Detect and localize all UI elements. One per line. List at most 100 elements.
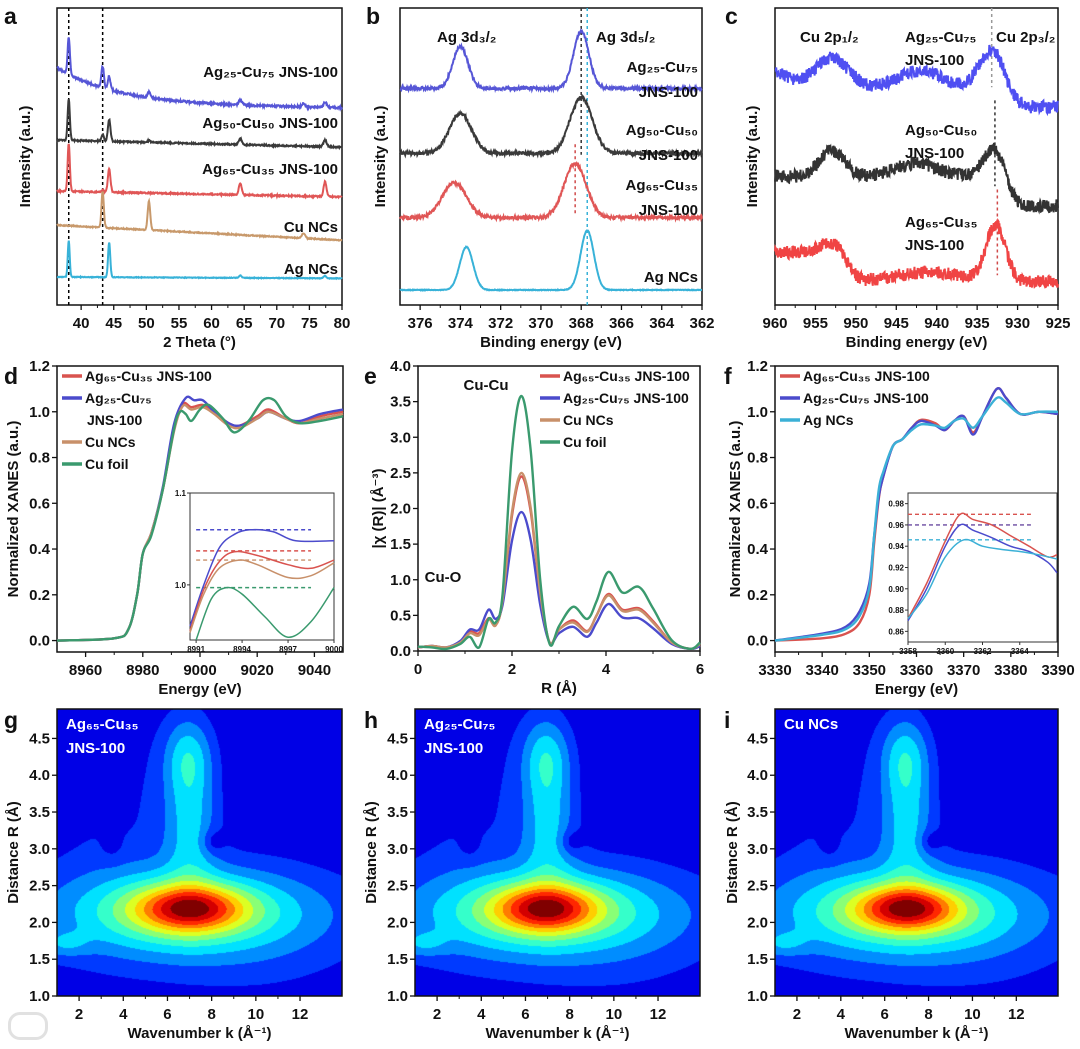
y-tick-label: 4.0 [390,358,411,375]
inset-series-line [189,559,335,633]
sample-label: Ag₆₅-Cu₃₅ [626,177,699,194]
legend-label: Ag₂₅-Cu₇₅ [85,390,152,406]
x-tick-label: 3340 [805,662,838,679]
y-tick-label: 1.5 [29,951,50,968]
inset-x-tick-label: 3360 [936,647,954,656]
x-axis-label: Binding energy (eV) [846,334,988,351]
peak-annotation: Ag 3d₃/₂ [437,29,496,46]
sample-label: Cu NCs [784,716,838,733]
series-line [56,143,343,200]
x-tick-label: 368 [569,315,594,332]
x-tick-label: 2 [508,661,516,678]
wavelet-heatmap-g [57,709,342,996]
x-tick-label: 75 [301,315,318,332]
sample-label: JNS-100 [905,237,964,254]
x-axis-label: Wavenumber k (Å⁻¹) [127,1025,271,1042]
y-tick-label: 3.0 [747,841,768,858]
x-tick-label: 8 [207,1006,215,1023]
peak-annotation: Cu-O [425,569,462,586]
inset-chart: 8991 8994 8997 9000 1.0 1.1 [175,489,344,654]
x-tick-label: 925 [1045,315,1070,332]
legend-label: Cu foil [85,456,129,472]
x-tick-label: 366 [609,315,634,332]
y-axis-label: Intensity (a.u.) [372,106,389,208]
x-axis-label: Energy (eV) [875,681,958,698]
sample-label: JNS-100 [424,740,483,757]
x-tick-label: 10 [964,1006,981,1023]
sample-label: Ag₂₅-Cu₇₅ [424,716,496,733]
x-tick-label: 372 [488,315,513,332]
y-tick-label: 0.6 [29,495,50,512]
x-tick-label: 4 [477,1006,486,1023]
y-axis-label: Distance R (Å) [363,801,380,904]
y-tick-label: 0.8 [747,450,768,467]
y-tick-label: 1.0 [387,988,408,1005]
inset-frame [907,492,1058,643]
x-tick-label: 8 [565,1006,573,1023]
x-tick-label: 80 [334,315,351,332]
legend-label: Cu foil [563,434,607,450]
y-tick-label: 3.5 [747,804,768,821]
x-tick-label: 935 [965,315,990,332]
x-tick-label: 362 [689,315,714,332]
peak-annotation: Cu 2p₁/₂ [800,29,859,46]
series-line [399,94,703,159]
wavelet-heatmap-i [775,709,1058,996]
legend-label: JNS-100 [87,412,142,428]
y-tick-label: 0.0 [29,633,50,650]
y-tick-label: 3.5 [390,394,411,411]
panel-b: 376 374 372 370 368 366 364 362 Binding energy (… [366,3,715,351]
series-line [56,37,343,112]
legend: Ag₆₅-Cu₃₅ JNS-100 Ag₂₅-Cu₇₅ JNS-100 Cu NCs C… [62,368,212,472]
y-tick-label: 1.2 [747,358,768,375]
inset-y-tick-label: 0.96 [888,521,904,530]
x-tick-label: 3360 [900,662,933,679]
x-tick-label: 6 [696,661,704,678]
x-tick-label: 374 [448,315,474,332]
y-tick-label: 3.5 [387,804,408,821]
x-tick-label: 12 [1008,1006,1025,1023]
y-tick-label: 1.0 [29,988,50,1005]
y-tick-label: 4.5 [29,730,50,747]
inset-series-line [189,528,335,627]
legend: Ag₆₅-Cu₃₅ JNS-100 Ag₂₅-Cu₇₅ JNS-100 Ag NCs [780,368,930,428]
series-line [417,475,701,651]
panel-letter: c [725,3,738,29]
y-axis-label: Distance R (Å) [5,801,22,904]
x-tick-label: 2 [793,1006,801,1023]
x-tick-label: 4 [119,1006,128,1023]
x-tick-label: 6 [881,1006,889,1023]
series-line [417,510,701,651]
y-tick-label: 0.6 [747,495,768,512]
panel-f: 3330 3340 3350 3360 3370 3380 3390 0.0 0.2 0.4 0.6… [724,358,1075,698]
y-tick-label: 1.0 [390,572,411,589]
x-axis-label: Binding energy (eV) [480,334,622,351]
inset-series-line [907,538,1058,620]
inset-y-tick-label: 0.98 [888,500,904,509]
x-tick-label: 3390 [1041,662,1074,679]
inset-x-tick-label: 8997 [279,645,297,654]
x-tick-label: 364 [649,315,675,332]
x-tick-label: 6 [163,1006,171,1023]
plot-frame [399,7,703,306]
x-tick-label: 65 [236,315,253,332]
inset-y-tick-label: 0.92 [888,564,904,573]
x-tick-label: 0 [414,661,422,678]
x-tick-label: 2 [75,1006,83,1023]
inset-series-line [907,512,1058,619]
y-tick-label: 4.0 [29,767,50,784]
series-line [774,44,1059,117]
series-line [774,396,1059,642]
x-tick-label: 8 [924,1006,932,1023]
x-tick-label: 9000 [183,662,216,679]
peak-annotation: Cu-Cu [464,377,509,394]
sample-label: Ag NCs [644,269,698,286]
legend-label: Ag NCs [803,412,854,428]
sample-label: JNS-100 [905,52,964,69]
panel-a: 40 45 50 55 60 65 70 75 80 2 Theta (°) Intensity (… [4,3,350,351]
y-axis-label: Intensity (a.u.) [744,106,761,208]
wavelet-heatmap-h [415,709,700,996]
y-tick-label: 4.0 [747,767,768,784]
inset-y-tick-label: 0.86 [888,627,904,636]
series-line [399,161,703,223]
